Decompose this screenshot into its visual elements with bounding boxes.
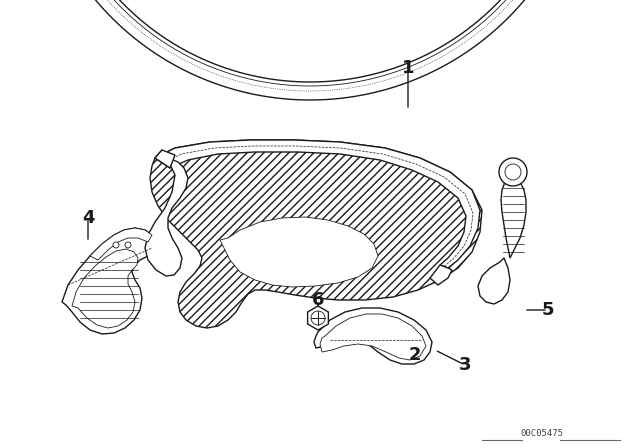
Text: 5: 5 — [541, 301, 554, 319]
Circle shape — [499, 158, 527, 186]
Polygon shape — [145, 150, 188, 276]
Text: 4: 4 — [82, 209, 94, 227]
Text: 6: 6 — [312, 291, 324, 309]
Polygon shape — [478, 258, 510, 304]
Polygon shape — [90, 228, 152, 260]
Text: 2: 2 — [409, 346, 421, 364]
Text: 1: 1 — [402, 59, 414, 77]
Polygon shape — [150, 140, 482, 328]
Polygon shape — [308, 306, 328, 330]
Circle shape — [505, 164, 521, 180]
Polygon shape — [155, 140, 480, 268]
Circle shape — [113, 242, 119, 248]
Text: 3: 3 — [459, 356, 471, 374]
Polygon shape — [501, 178, 526, 258]
Circle shape — [125, 242, 131, 248]
Circle shape — [311, 311, 325, 325]
Polygon shape — [81, 0, 552, 100]
Polygon shape — [430, 265, 452, 285]
Polygon shape — [320, 314, 426, 360]
Polygon shape — [314, 308, 432, 364]
Polygon shape — [62, 228, 155, 334]
Polygon shape — [155, 150, 175, 168]
Text: 00C05475: 00C05475 — [520, 429, 563, 438]
Polygon shape — [72, 249, 138, 328]
Polygon shape — [220, 217, 378, 287]
